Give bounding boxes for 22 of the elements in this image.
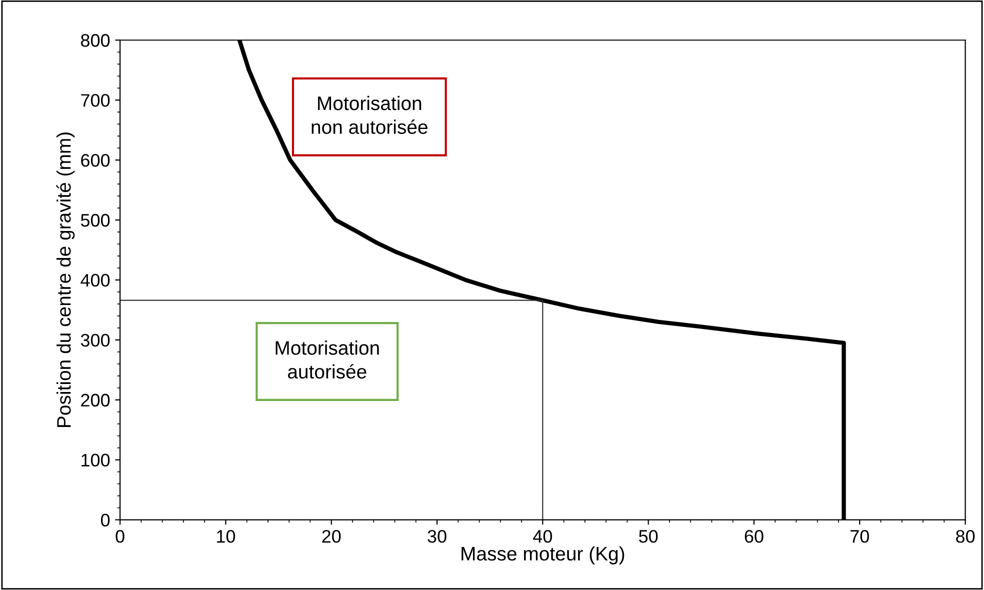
x-tick-label: 60 [744,530,764,543]
x-tick-label: 0 [116,530,124,543]
annotation: Motorisation non autorisée [312,96,428,134]
x-tick-label: 80 [956,530,975,543]
y-tick-label: 100 [82,454,110,467]
x-tick-label: 70 [850,530,869,543]
x-tick-label: 30 [428,530,446,543]
x-tick-label: 10 [217,530,236,543]
x-tick-label: 20 [322,530,341,543]
x-tick-label: 40 [533,530,552,543]
y-tick-label: 200 [81,394,110,407]
y-tick-label: 600 [81,154,110,167]
y-tick-label: 700 [81,94,110,107]
y-tick-label: 500 [80,214,110,227]
y-tick-label: 0 [100,514,110,527]
x-tick-label: 50 [639,530,658,543]
y-tick-label: 800 [80,34,110,47]
y-tick-label: 400 [80,274,110,287]
y-axis-title: Position du centre de gravité (mm) [56,132,75,427]
annotation: Motorisation autorisée [276,340,379,379]
x-axis-title: Masse moteur (Kg) [462,546,624,564]
y-tick-label: 300 [80,334,110,347]
